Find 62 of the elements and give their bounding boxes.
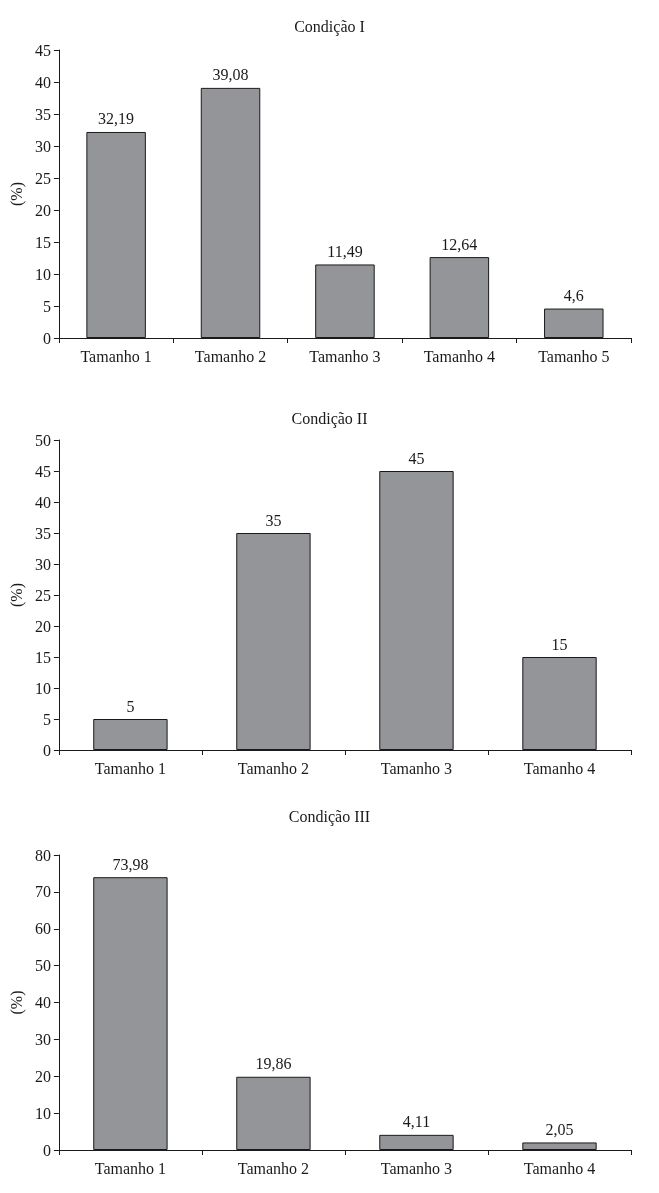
y-tick-label: 0 [42,741,51,759]
y-tick-label: 25 [34,169,51,187]
y-tick-label: 45 [34,462,51,480]
x-tick-label: Tamanho 4 [523,759,596,777]
x-tick-label: Tamanho 4 [523,1159,596,1177]
x-tick-label: Tamanho 1 [80,347,152,365]
x-tick-label: Tamanho 3 [380,759,453,777]
y-tick-label: 10 [34,679,51,697]
data-label: 73,98 [112,855,149,873]
y-tick-label: 35 [34,524,51,542]
data-label: 15 [551,635,568,653]
x-tick-label: Tamanho 1 [94,1159,167,1177]
data-label: 19,86 [255,1055,292,1073]
y-tick-label: 20 [34,617,51,635]
chart-title: Condição II [291,409,368,428]
x-tick-label: Tamanho 2 [237,1159,310,1177]
y-axis-title: (%) [7,583,26,607]
y-tick-label: 50 [34,957,51,975]
data-label: 45 [408,449,425,467]
data-label: 32,19 [98,110,135,128]
data-label: 12,64 [441,235,478,253]
y-tick-label: 10 [34,265,51,283]
y-tick-label: 20 [34,1067,51,1085]
y-tick-label: 20 [34,201,51,219]
y-tick-label: 5 [42,710,51,728]
x-tick-label: Tamanho 3 [309,347,381,365]
x-tick-label: Tamanho 3 [380,1159,453,1177]
y-tick-label: 15 [34,648,51,666]
y-tick-label: 10 [34,1104,51,1122]
y-tick-label: 0 [42,1141,51,1159]
y-tick-label: 30 [34,1030,51,1048]
data-label: 2,05 [545,1120,574,1138]
chart-title: Condição III [288,807,371,826]
y-tick-label: 5 [42,297,51,315]
chart-title: Condição I [294,17,365,36]
y-tick-label: 30 [34,555,51,573]
y-tick-label: 40 [34,994,51,1011]
data-label: 39,08 [212,66,249,84]
y-tick-label: 40 [34,493,51,511]
y-tick-label: 70 [34,883,51,901]
y-tick-label: 30 [34,137,51,155]
x-tick-label: Tamanho 1 [94,759,167,777]
data-label: 4,11 [402,1113,431,1131]
y-axis-title: (%) [7,182,26,206]
x-tick-label: Tamanho 2 [194,347,267,365]
y-axis-title: (%) [7,990,26,1015]
y-tick-label: 0 [42,329,51,347]
y-tick-label: 80 [34,846,51,864]
y-tick-label: 50 [34,431,51,449]
data-label: 35 [265,511,282,529]
x-tick-label: Tamanho 4 [423,347,496,365]
y-tick-label: 25 [34,586,51,604]
y-tick-label: 40 [34,73,51,91]
y-tick-label: 35 [34,105,51,123]
data-label: 11,49 [327,242,363,260]
x-tick-label: Tamanho 5 [538,347,610,365]
y-tick-label: 15 [34,233,51,251]
y-tick-label: 45 [34,41,51,59]
y-tick-label: 60 [34,920,51,938]
data-label: 5 [126,697,135,715]
data-label: 4,6 [563,287,584,305]
x-tick-label: Tamanho 2 [237,759,310,777]
